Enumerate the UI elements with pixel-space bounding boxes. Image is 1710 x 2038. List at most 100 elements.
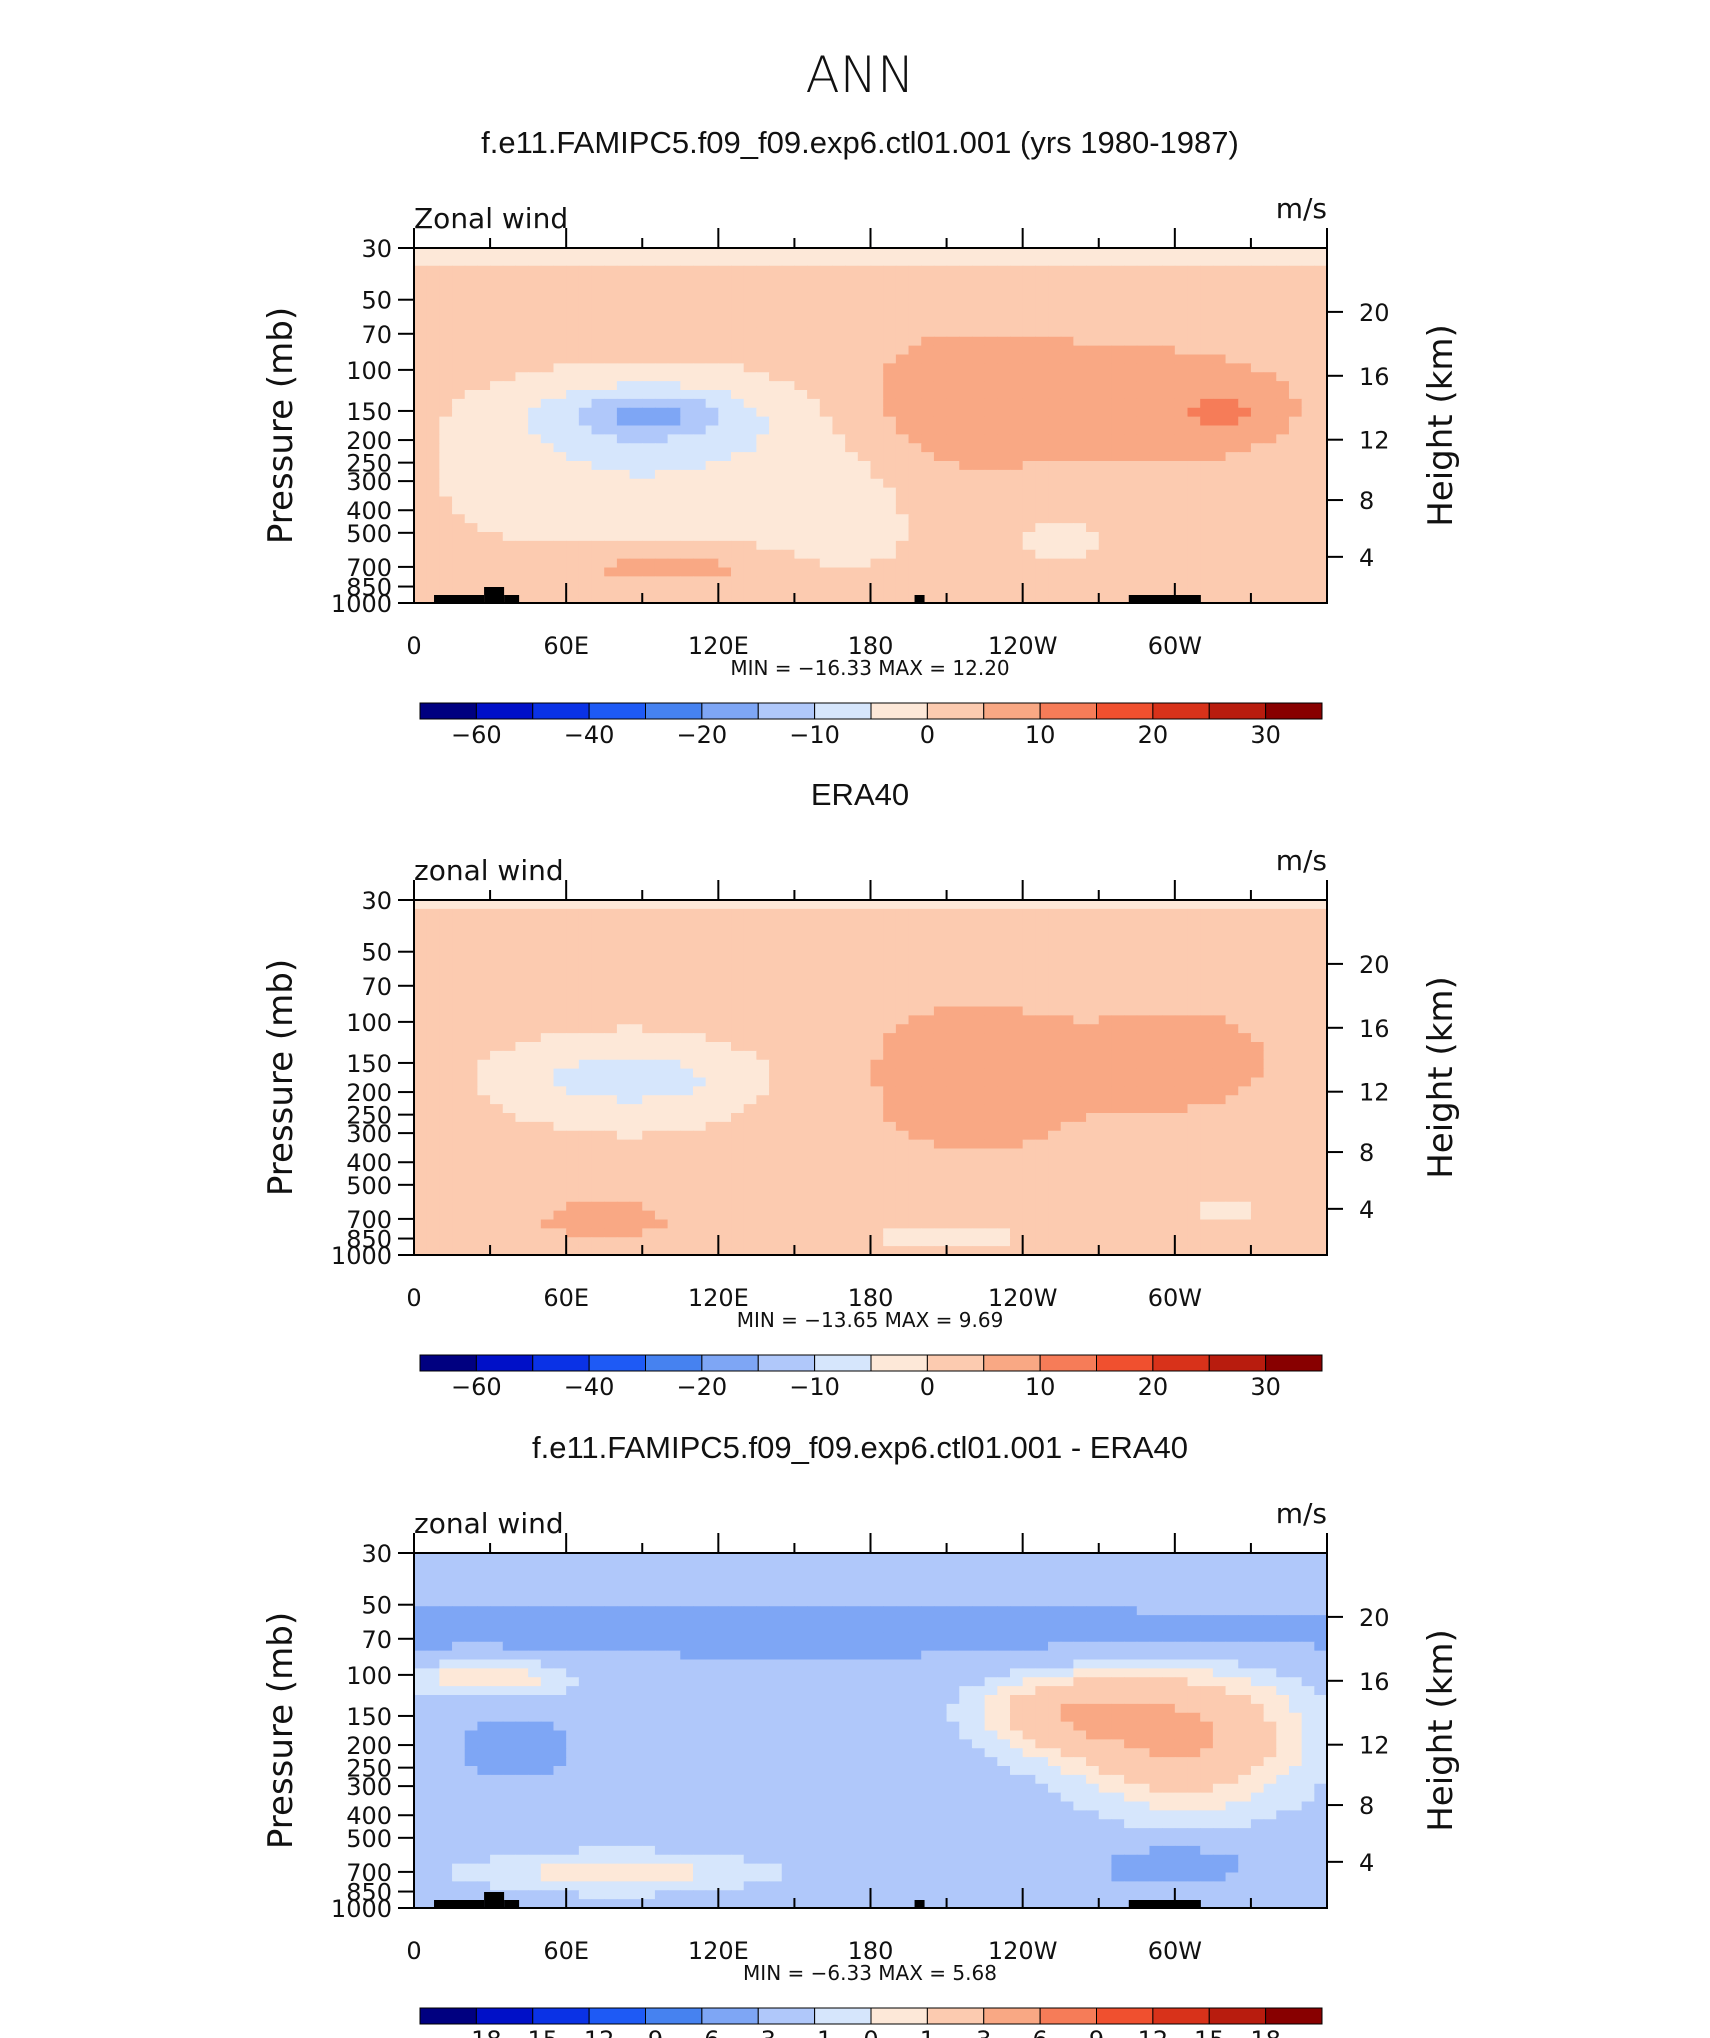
heatmap-cell xyxy=(781,248,796,258)
heatmap-cell xyxy=(718,398,732,409)
heatmap-cell xyxy=(705,248,719,258)
heatmap-cell xyxy=(680,1139,694,1150)
heatmap-cell xyxy=(807,1042,821,1052)
heatmap-cell xyxy=(477,1130,491,1141)
heatmap-cell xyxy=(1225,514,1239,524)
heatmap-cell xyxy=(1263,540,1277,551)
heatmap-cell xyxy=(414,908,428,919)
heatmap-cell xyxy=(857,452,872,462)
heatmap-cell xyxy=(604,1113,618,1123)
heatmap-cell xyxy=(591,926,605,937)
heatmap-cell xyxy=(1111,1006,1125,1016)
heatmap-cell xyxy=(883,319,897,329)
heatmap-cell xyxy=(883,971,897,981)
heatmap-cell xyxy=(883,478,897,489)
heatmap-cell xyxy=(502,434,517,444)
heatmap-cell xyxy=(566,532,580,542)
heatmap-cell xyxy=(553,336,567,347)
heatmap-cell xyxy=(642,478,656,489)
heatmap-cell xyxy=(464,532,478,542)
heatmap-cell xyxy=(1098,979,1113,990)
heatmap-cell xyxy=(1022,256,1036,267)
heatmap-cell xyxy=(705,310,719,320)
heatmap-cell xyxy=(692,381,707,391)
heatmap-cell xyxy=(832,1095,846,1105)
heatmap-cell xyxy=(439,979,453,990)
heatmap-cell xyxy=(629,310,643,320)
heatmap-cell xyxy=(414,540,428,551)
heatmap-cell xyxy=(616,1033,631,1043)
heatmap-cell xyxy=(984,1139,998,1150)
heatmap-cell xyxy=(1238,953,1252,963)
heatmap-cell xyxy=(984,248,998,258)
heatmap-cell xyxy=(946,1024,960,1034)
heatmap-cell xyxy=(515,443,529,453)
heatmap-cell xyxy=(1200,434,1214,444)
heatmap-cell xyxy=(1009,997,1024,1008)
heatmap-cell xyxy=(971,1086,986,1096)
heatmap-cell xyxy=(439,1130,453,1141)
heatmap-cell xyxy=(654,496,669,506)
heatmap-cell xyxy=(997,256,1011,267)
heatmap-cell xyxy=(1009,461,1024,471)
heatmap-cell xyxy=(1073,1015,1087,1025)
heatmap-cell xyxy=(1022,953,1036,963)
heatmap-cell xyxy=(667,1068,681,1079)
heatmap-cell xyxy=(908,292,922,302)
heatmap-cell xyxy=(578,381,593,391)
heatmap-cell xyxy=(819,944,834,954)
heatmap-cell xyxy=(857,944,872,954)
heatmap-cell xyxy=(629,558,643,569)
heatmap-cell xyxy=(578,1042,593,1052)
heatmap-cell xyxy=(464,1050,478,1061)
heatmap-cell xyxy=(667,363,681,373)
heatmap-cell xyxy=(464,514,478,524)
heatmap-cell xyxy=(984,1006,998,1016)
heatmap-cell xyxy=(490,988,504,999)
heatmap-cell xyxy=(895,354,910,364)
heatmap-cell xyxy=(1048,292,1062,302)
heatmap-cell xyxy=(616,1077,631,1087)
heatmap-cell xyxy=(566,549,580,560)
heatmap-cell xyxy=(490,935,504,945)
heatmap-cell xyxy=(718,1033,732,1043)
heatmap-cell xyxy=(807,478,821,489)
heatmap-cell xyxy=(769,558,783,569)
heatmap-cell xyxy=(984,469,998,480)
heatmap-cell xyxy=(1174,1086,1189,1096)
heatmap-cell xyxy=(807,505,821,515)
heatmap-cell xyxy=(870,461,884,471)
heatmap-cell xyxy=(667,407,681,418)
heatmap-cell xyxy=(1250,585,1265,595)
heatmap-cell xyxy=(540,1104,555,1114)
heatmap-cell xyxy=(731,452,745,462)
heatmap-cell xyxy=(959,363,973,373)
heatmap-cell xyxy=(604,292,618,302)
heatmap-cell xyxy=(769,979,783,990)
heatmap-cell xyxy=(959,935,973,945)
heatmap-cell xyxy=(1073,935,1087,945)
heatmap-cell xyxy=(667,283,681,293)
heatmap-cell xyxy=(1048,1121,1062,1132)
heatmap-cell xyxy=(743,1086,757,1096)
heatmap-cell xyxy=(654,1086,669,1096)
heatmap-cell xyxy=(1098,935,1113,945)
heatmap-cell xyxy=(1301,461,1315,471)
heatmap-cell xyxy=(781,988,796,999)
heatmap-cell xyxy=(895,917,910,928)
heatmap-cell xyxy=(908,327,922,338)
heatmap-cell xyxy=(1200,310,1214,320)
heatmap-cell xyxy=(1238,354,1252,364)
heatmap-cell xyxy=(705,1024,719,1034)
heatmap-cell xyxy=(883,988,897,999)
heatmap-cell xyxy=(566,1077,580,1087)
heatmap-cell xyxy=(1009,292,1024,302)
heatmap-cell xyxy=(553,935,567,945)
heatmap-cell xyxy=(1250,900,1265,910)
heatmap-cell xyxy=(832,1104,846,1114)
heatmap-cell xyxy=(616,1024,631,1034)
heatmap-cell xyxy=(515,1104,529,1114)
heatmap-cell xyxy=(857,979,872,990)
heatmap-cell xyxy=(857,372,872,382)
heatmap-cell xyxy=(515,505,529,515)
